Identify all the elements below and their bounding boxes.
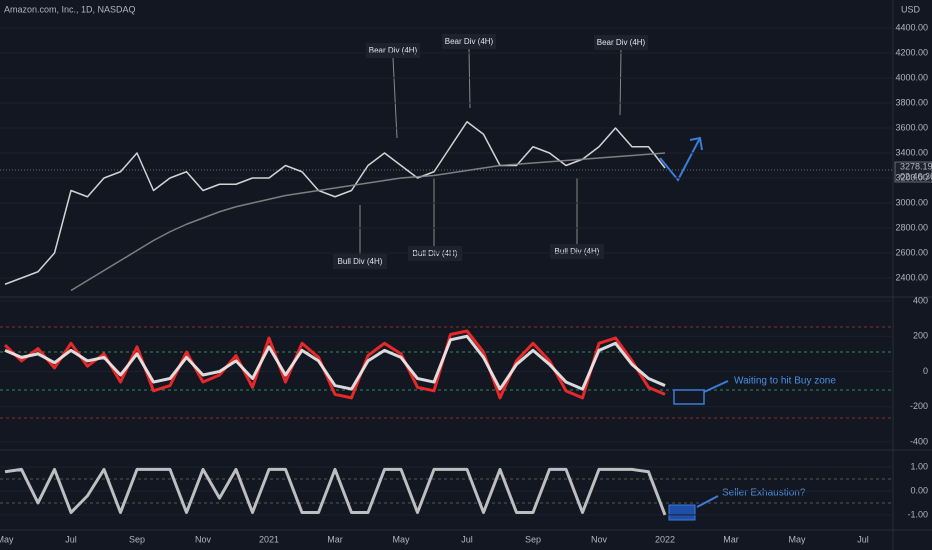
annotation: Bull Div (4H) [338, 257, 383, 266]
y-tick-label: 0.00 [910, 485, 928, 495]
x-tick-label: Jul [461, 534, 473, 544]
y-tick-label: 2400.00 [895, 272, 928, 282]
note-box [333, 254, 387, 269]
x-tick-label: Nov [591, 534, 608, 544]
currency: USD [901, 4, 921, 14]
x-tick-label: May [0, 534, 14, 544]
y-tick-label: 4400.00 [895, 22, 928, 32]
leader [392, 57, 398, 139]
note-box [594, 35, 648, 50]
note-box [366, 43, 420, 58]
arrow [696, 495, 719, 508]
x-tick-label: May [788, 534, 806, 544]
header: Amazon.com, Inc., 1D, NASDAQ [4, 4, 136, 14]
y-tick-label: 3800.00 [895, 97, 928, 107]
exhaustion-zone [668, 504, 696, 521]
countdown: 02:46:36 [900, 171, 932, 181]
note-box [442, 34, 496, 49]
y-tick-label: 4200.00 [895, 47, 928, 57]
x-tick-label: Mar [327, 534, 343, 544]
y-tick-label: -1.00 [907, 509, 928, 519]
y-tick-label: 1.00 [910, 461, 928, 471]
x-tick-label: 2022 [655, 534, 675, 544]
y-tick-label: 3400.00 [895, 147, 928, 157]
arrow [659, 137, 701, 182]
y-tick-label: 4000.00 [895, 72, 928, 82]
x-tick-label: Nov [195, 534, 212, 544]
series-line [4, 334, 666, 391]
arrow-head [689, 136, 703, 151]
annotation: Bull Div (4H) [413, 249, 458, 258]
y-tick-label: 200 [913, 331, 928, 341]
buy-zone [673, 389, 705, 405]
x-tick-label: Jul [65, 534, 77, 544]
note-box [550, 244, 604, 259]
series-line [4, 121, 666, 285]
y-tick-label: -400 [910, 436, 928, 446]
x-tick-label: Sep [129, 534, 145, 544]
y-tick-label: 2600.00 [895, 247, 928, 257]
x-tick-label: Jul [857, 534, 869, 544]
annotation: Seller Exhaustion? [722, 488, 806, 499]
annotation: Bull Div (4H) [555, 247, 600, 256]
x-tick-label: 2021 [259, 534, 279, 544]
y-tick-label: 3000.00 [895, 197, 928, 207]
y-tick-label: 2800.00 [895, 222, 928, 232]
y-tick-label: 400 [913, 295, 928, 305]
price-box [894, 161, 932, 183]
x-tick-label: Mar [723, 534, 739, 544]
y-tick-label: -200 [910, 401, 928, 411]
y-tick-label: 0 [923, 366, 928, 376]
annotation: Bear Div (4H) [445, 37, 494, 46]
last-price: 3278.19 [900, 161, 932, 171]
leader [619, 49, 622, 116]
x-tick-label: May [392, 534, 410, 544]
y-tick-label: 3600.00 [895, 122, 928, 132]
x-tick-label: Sep [525, 534, 541, 544]
series-line [70, 152, 666, 292]
annotation: Bear Div (4H) [597, 38, 646, 47]
annotation: Waiting to hit Buy zone [734, 376, 836, 387]
annotation: Bear Div (4H) [369, 46, 418, 55]
arrow [703, 380, 729, 393]
series-line [4, 467, 667, 516]
y-tick-label: 3200.00 [895, 172, 928, 182]
